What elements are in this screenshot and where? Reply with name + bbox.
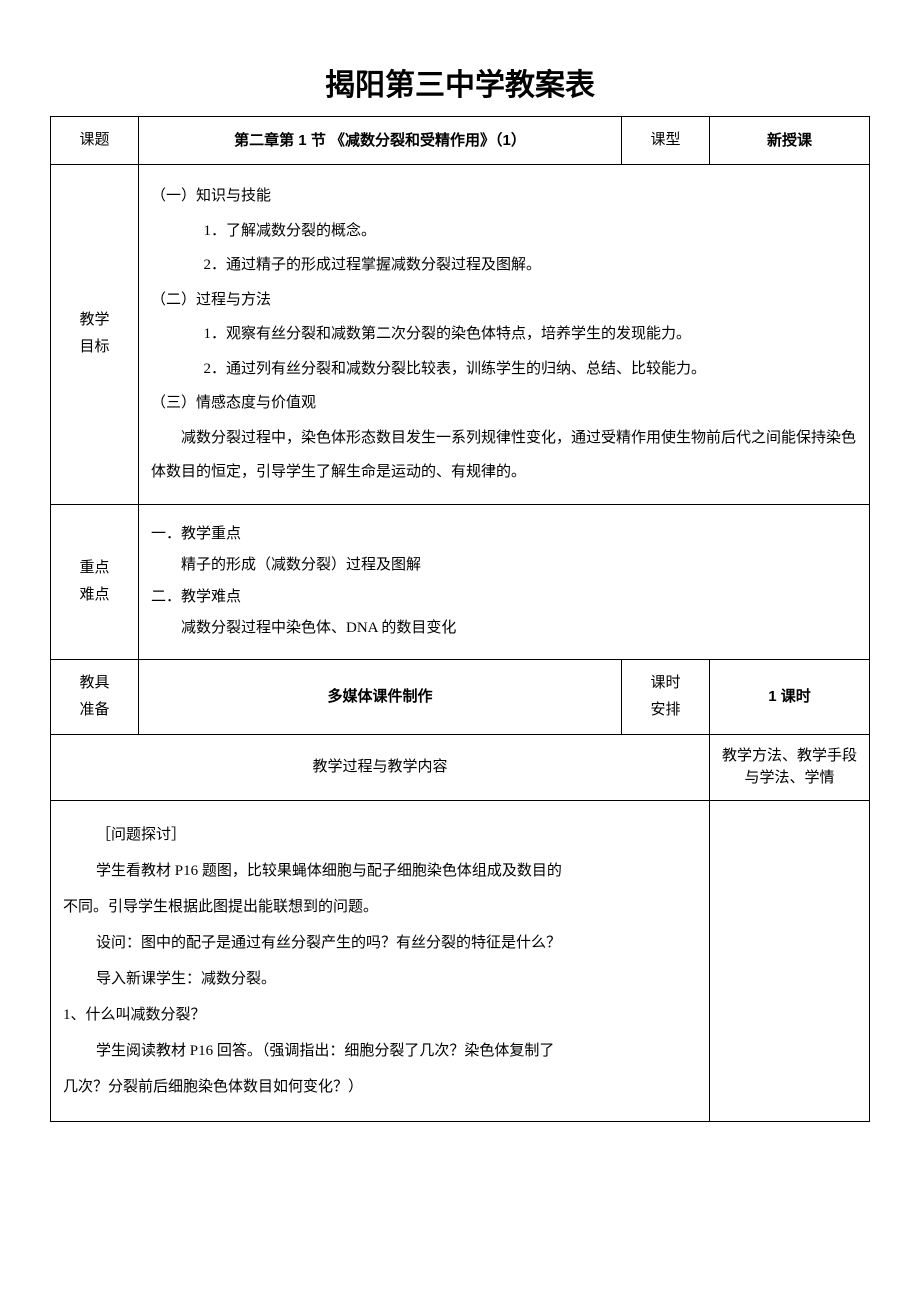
objectives-content: （一）知识与技能 1．了解减数分裂的概念。 2．通过精子的形成过程掌握减数分裂过… [139, 165, 870, 505]
topic-value: 第二章第 1 节 《减数分裂和受精作用》（1） [139, 117, 622, 165]
proc-l5: 1、什么叫减数分裂？ [51, 997, 697, 1033]
page-title: 揭阳第三中学教案表 [50, 60, 870, 104]
process-content: ［问题探讨］ 学生看教材 P16 题图，比较果蝇体细胞与配子细胞染色体组成及数目… [51, 800, 710, 1121]
obj-s2-1: 1．观察有丝分裂和减数第二次分裂的染色体特点，培养学生的发现能力。 [151, 317, 857, 352]
methods-header: 教学方法、教学手段与学法、学情 [710, 734, 870, 800]
objectives-label: 教学 目标 [51, 165, 139, 505]
table-row-headers: 教学过程与教学内容 教学方法、教学手段与学法、学情 [51, 734, 870, 800]
obj-s2-2: 2．通过列有丝分裂和减数分裂比较表，训练学生的归纳、总结、比较能力。 [151, 352, 857, 387]
obj-s1-1: 1．了解减数分裂的概念。 [151, 214, 857, 249]
topic-label: 课题 [51, 117, 139, 165]
proc-l6a: 学生阅读教材 P16 回答。（强调指出：细胞分裂了几次？染色体复制了 [51, 1033, 697, 1069]
lesson-plan-table: 课题 第二章第 1 节 《减数分裂和受精作用》（1） 课型 新授课 教学 目标 … [50, 116, 870, 1122]
period-label: 课时 安排 [622, 659, 710, 734]
prep-label: 教具 准备 [51, 659, 139, 734]
type-label: 课型 [622, 117, 710, 165]
type-value: 新授课 [710, 117, 870, 165]
methods-content [710, 800, 870, 1121]
prep-value: 多媒体课件制作 [139, 659, 622, 734]
kp-p2: 二．教学难点 [151, 582, 857, 614]
table-row-objectives: 教学 目标 （一）知识与技能 1．了解减数分裂的概念。 2．通过精子的形成过程掌… [51, 165, 870, 505]
proc-l4: 导入新课学生：减数分裂。 [51, 961, 697, 997]
table-row-process: ［问题探讨］ 学生看教材 P16 题图，比较果蝇体细胞与配子细胞染色体组成及数目… [51, 800, 870, 1121]
kp-p1: 一．教学重点 [151, 519, 857, 551]
obj-s3-body: 减数分裂过程中，染色体形态数目发生一系列规律性变化，通过受精作用使生物前后代之间… [151, 421, 857, 490]
proc-l6b: 几次？分裂前后细胞染色体数目如何变化？） [51, 1069, 697, 1105]
kp-p2-1: 减数分裂过程中染色体、DNA 的数目变化 [151, 613, 857, 645]
keypoints-content: 一．教学重点 精子的形成（减数分裂）过程及图解 二．教学难点 减数分裂过程中染色… [139, 504, 870, 659]
proc-l2b: 不同。引导学生根据此图提出能联想到的问题。 [51, 889, 697, 925]
obj-s3: （三）情感态度与价值观 [151, 386, 857, 421]
table-row-topic: 课题 第二章第 1 节 《减数分裂和受精作用》（1） 课型 新授课 [51, 117, 870, 165]
table-row-keypoints: 重点 难点 一．教学重点 精子的形成（减数分裂）过程及图解 二．教学难点 减数分… [51, 504, 870, 659]
obj-s2: （二）过程与方法 [151, 283, 857, 318]
keypoints-label: 重点 难点 [51, 504, 139, 659]
proc-l2a: 学生看教材 P16 题图，比较果蝇体细胞与配子细胞染色体组成及数目的 [51, 853, 697, 889]
obj-s1-2: 2．通过精子的形成过程掌握减数分裂过程及图解。 [151, 248, 857, 283]
process-header: 教学过程与教学内容 [51, 734, 710, 800]
table-row-prep: 教具 准备 多媒体课件制作 课时 安排 1 课时 [51, 659, 870, 734]
proc-l3: 设问：图中的配子是通过有丝分裂产生的吗？有丝分裂的特征是什么？ [51, 925, 697, 961]
period-value: 1 课时 [710, 659, 870, 734]
proc-l1: ［问题探讨］ [51, 817, 697, 853]
obj-s1: （一）知识与技能 [151, 179, 857, 214]
kp-p1-1: 精子的形成（减数分裂）过程及图解 [151, 550, 857, 582]
